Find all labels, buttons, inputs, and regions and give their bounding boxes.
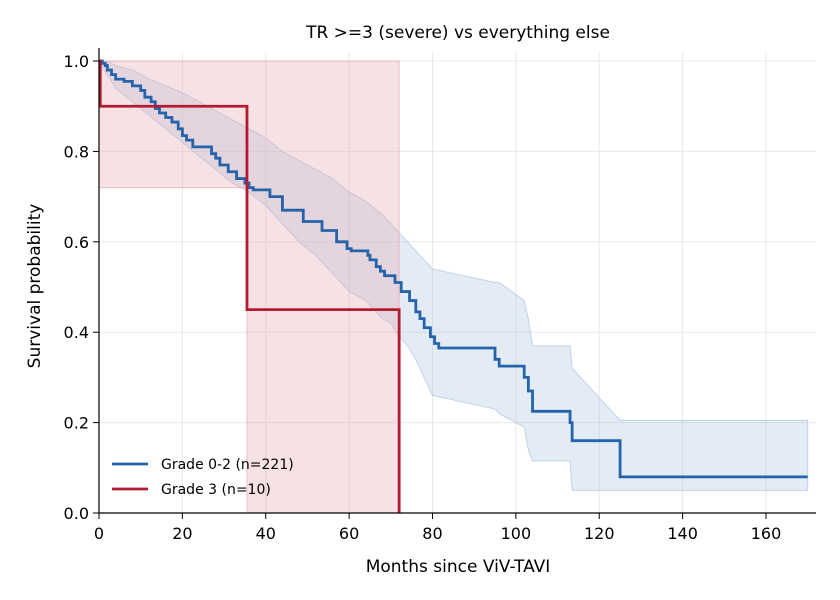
ticks: 0 20 40 60 80 100 120 140 160 0.0 0.2 0.4 0.6 0.8 1.0 — [64, 52, 782, 543]
ci-band-2 — [98, 60, 400, 514]
x-tick-label-7: 140 — [667, 524, 698, 543]
survival-lines — [98, 59, 808, 513]
x-tick-label-5: 100 — [501, 524, 532, 543]
legend-label-2: Grade 3 (n=10) — [161, 482, 271, 498]
y-tick-label-4: 0.8 — [64, 142, 89, 161]
axes — [98, 48, 816, 514]
x-tick-label-4: 80 — [422, 524, 442, 543]
x-tick-label-3: 60 — [339, 524, 359, 543]
grid — [98, 52, 816, 514]
y-tick-label-5: 1.0 — [64, 52, 89, 71]
y-tick-label-1: 0.2 — [64, 414, 89, 433]
ci-band-1 — [98, 60, 809, 491]
survival-line-1 — [99, 59, 808, 479]
chart-title: TR >=3 (severe) vs everything else — [305, 23, 610, 43]
confidence-bands — [98, 60, 809, 514]
x-tick-label-2: 40 — [256, 524, 276, 543]
x-tick-label-6: 120 — [584, 524, 615, 543]
y-axis-label: Survival probability — [25, 204, 45, 369]
y-tick-label-0: 0.0 — [64, 504, 89, 523]
legend-label-1: Grade 0-2 (n=221) — [161, 457, 294, 473]
x-tick-label-8: 160 — [751, 524, 782, 543]
x-tick-label-0: 0 — [94, 524, 104, 543]
legend: Grade 0-2 (n=221) Grade 3 (n=10) — [112, 457, 294, 498]
survival-line-2 — [98, 59, 401, 513]
x-tick-label-1: 20 — [172, 524, 192, 543]
y-tick-label-2: 0.4 — [64, 323, 89, 342]
y-tick-label-3: 0.6 — [64, 233, 89, 252]
x-axis-label: Months since ViV-TAVI — [366, 557, 551, 577]
